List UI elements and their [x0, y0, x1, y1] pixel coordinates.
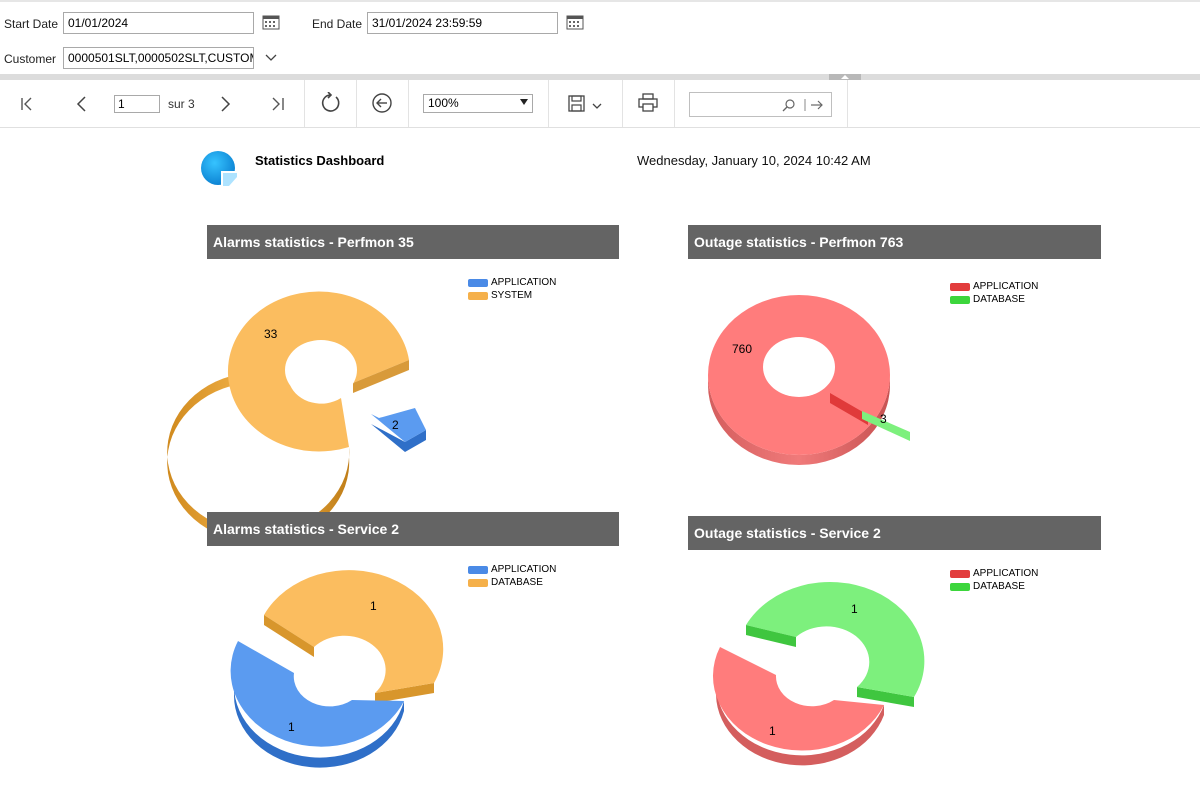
save-icon[interactable]: [567, 95, 605, 113]
data-label: 1: [370, 599, 377, 613]
data-label: 1: [769, 724, 776, 738]
chart-legend: APPLICATION SYSTEM: [468, 276, 556, 302]
chart-slice-database-inner: [264, 615, 314, 657]
print-icon[interactable]: [638, 93, 658, 113]
customer-input[interactable]: 0000501SLT,0000502SLT,CUSTOM: [63, 47, 254, 69]
splitter-bar[interactable]: [0, 74, 1200, 80]
zoom-value: 100%: [428, 96, 459, 110]
chart-hole: [763, 337, 835, 397]
back-icon[interactable]: [371, 92, 393, 114]
report-toolbar: 1 sur 3 100%: [0, 80, 1200, 128]
customer-label: Customer: [4, 52, 57, 66]
toolbar-separator: [408, 80, 409, 127]
chart-slice-application: [712, 647, 884, 751]
calendar-icon[interactable]: [566, 14, 584, 30]
panel-header-alarms-perfmon: Alarms statistics - Perfmon 35: [207, 225, 619, 259]
page-total-text: sur 3: [168, 97, 195, 111]
chart-slice-application-side: [371, 424, 426, 452]
collapse-handle[interactable]: [829, 74, 861, 80]
chart-slice-database-side: [857, 687, 914, 707]
first-page-icon[interactable]: [18, 96, 36, 112]
panel-header-outage-service: Outage statistics - Service 2: [688, 516, 1101, 550]
chart-hole: [285, 340, 357, 400]
toolbar-separator: [548, 80, 549, 127]
chart-slice-application: [230, 641, 404, 747]
zoom-select[interactable]: 100%: [423, 94, 533, 113]
report-title: Statistics Dashboard: [255, 153, 385, 168]
toolbar-separator: [622, 80, 623, 127]
last-page-icon[interactable]: [269, 96, 287, 112]
start-date-input[interactable]: 01/01/2024: [63, 12, 254, 34]
chart-legend: APPLICATION DATABASE: [950, 280, 1038, 306]
report-datetime: Wednesday, January 10, 2024 10:42 AM: [637, 153, 871, 168]
calendar-icon[interactable]: [262, 14, 280, 30]
legend-label: SYSTEM: [491, 290, 533, 301]
previous-page-icon[interactable]: [74, 96, 90, 112]
legend-label: APPLICATION: [491, 564, 557, 575]
donut-chart-outage-service: [712, 581, 925, 766]
chart-slice-system: [227, 291, 409, 452]
company-logo: [201, 151, 239, 188]
panel-header-alarms-service: Alarms statistics - Service 2: [207, 512, 619, 546]
refresh-icon[interactable]: [319, 92, 341, 114]
donut-chart-alarms-service: [230, 570, 444, 768]
data-label: 1: [851, 602, 858, 616]
legend-swatch: [950, 295, 970, 304]
search-icon[interactable]: [782, 98, 796, 112]
legend-label: APPLICATION: [973, 568, 1039, 579]
legend-swatch: [468, 278, 488, 287]
chart-slice-application-side: [716, 685, 884, 766]
legend-label: DATABASE: [973, 581, 1025, 592]
start-date-label: Start Date: [4, 17, 59, 31]
chart-slice-application: [371, 408, 426, 442]
legend-swatch: [468, 578, 488, 587]
chart-legend: APPLICATION DATABASE: [950, 567, 1038, 593]
data-label: 3: [880, 412, 887, 426]
page-number-input[interactable]: 1: [114, 95, 160, 113]
data-label: 1: [288, 720, 295, 734]
chart-slice-database: [862, 411, 910, 441]
chart-legend: APPLICATION DATABASE: [468, 563, 556, 589]
toolbar-separator: [674, 80, 675, 127]
data-label: 2: [392, 418, 399, 432]
search-next-icon[interactable]: [802, 97, 826, 113]
panel-header-outage-perfmon: Outage statistics - Perfmon 763: [688, 225, 1101, 259]
legend-label: DATABASE: [973, 294, 1025, 305]
legend-label: APPLICATION: [973, 281, 1039, 292]
legend-swatch: [950, 282, 970, 291]
dropdown-arrow-icon: [520, 99, 528, 105]
search-input[interactable]: [689, 92, 832, 117]
chart-slice-database-inner: [746, 625, 796, 647]
chart-slice-database: [746, 581, 925, 697]
data-label: 760: [732, 342, 753, 356]
toolbar-separator: [304, 80, 305, 127]
legend-swatch: [950, 582, 970, 591]
legend-swatch: [468, 565, 488, 574]
legend-swatch: [468, 291, 488, 300]
chevron-down-icon[interactable]: [265, 54, 277, 62]
legend-label: DATABASE: [491, 577, 543, 588]
toolbar-separator: [356, 80, 357, 127]
parameters-panel: Start Date 01/01/2024 End Date 31/01/202…: [0, 0, 1200, 74]
next-page-icon[interactable]: [217, 96, 233, 112]
donut-chart-alarms-perfmon: [167, 291, 426, 543]
legend-swatch: [950, 569, 970, 578]
chart-slice-database: [264, 570, 444, 693]
data-label: 33: [264, 327, 278, 341]
chart-slice-system-inner: [353, 360, 409, 393]
end-date-label: End Date: [312, 17, 363, 31]
donut-chart-outage-perfmon: [708, 295, 910, 465]
toolbar-separator: [847, 80, 848, 127]
chart-slice-application-inner: [830, 393, 868, 425]
chart-slice-database-side: [375, 683, 434, 703]
end-date-input[interactable]: 31/01/2024 23:59:59: [367, 12, 558, 34]
legend-label: APPLICATION: [491, 277, 557, 288]
